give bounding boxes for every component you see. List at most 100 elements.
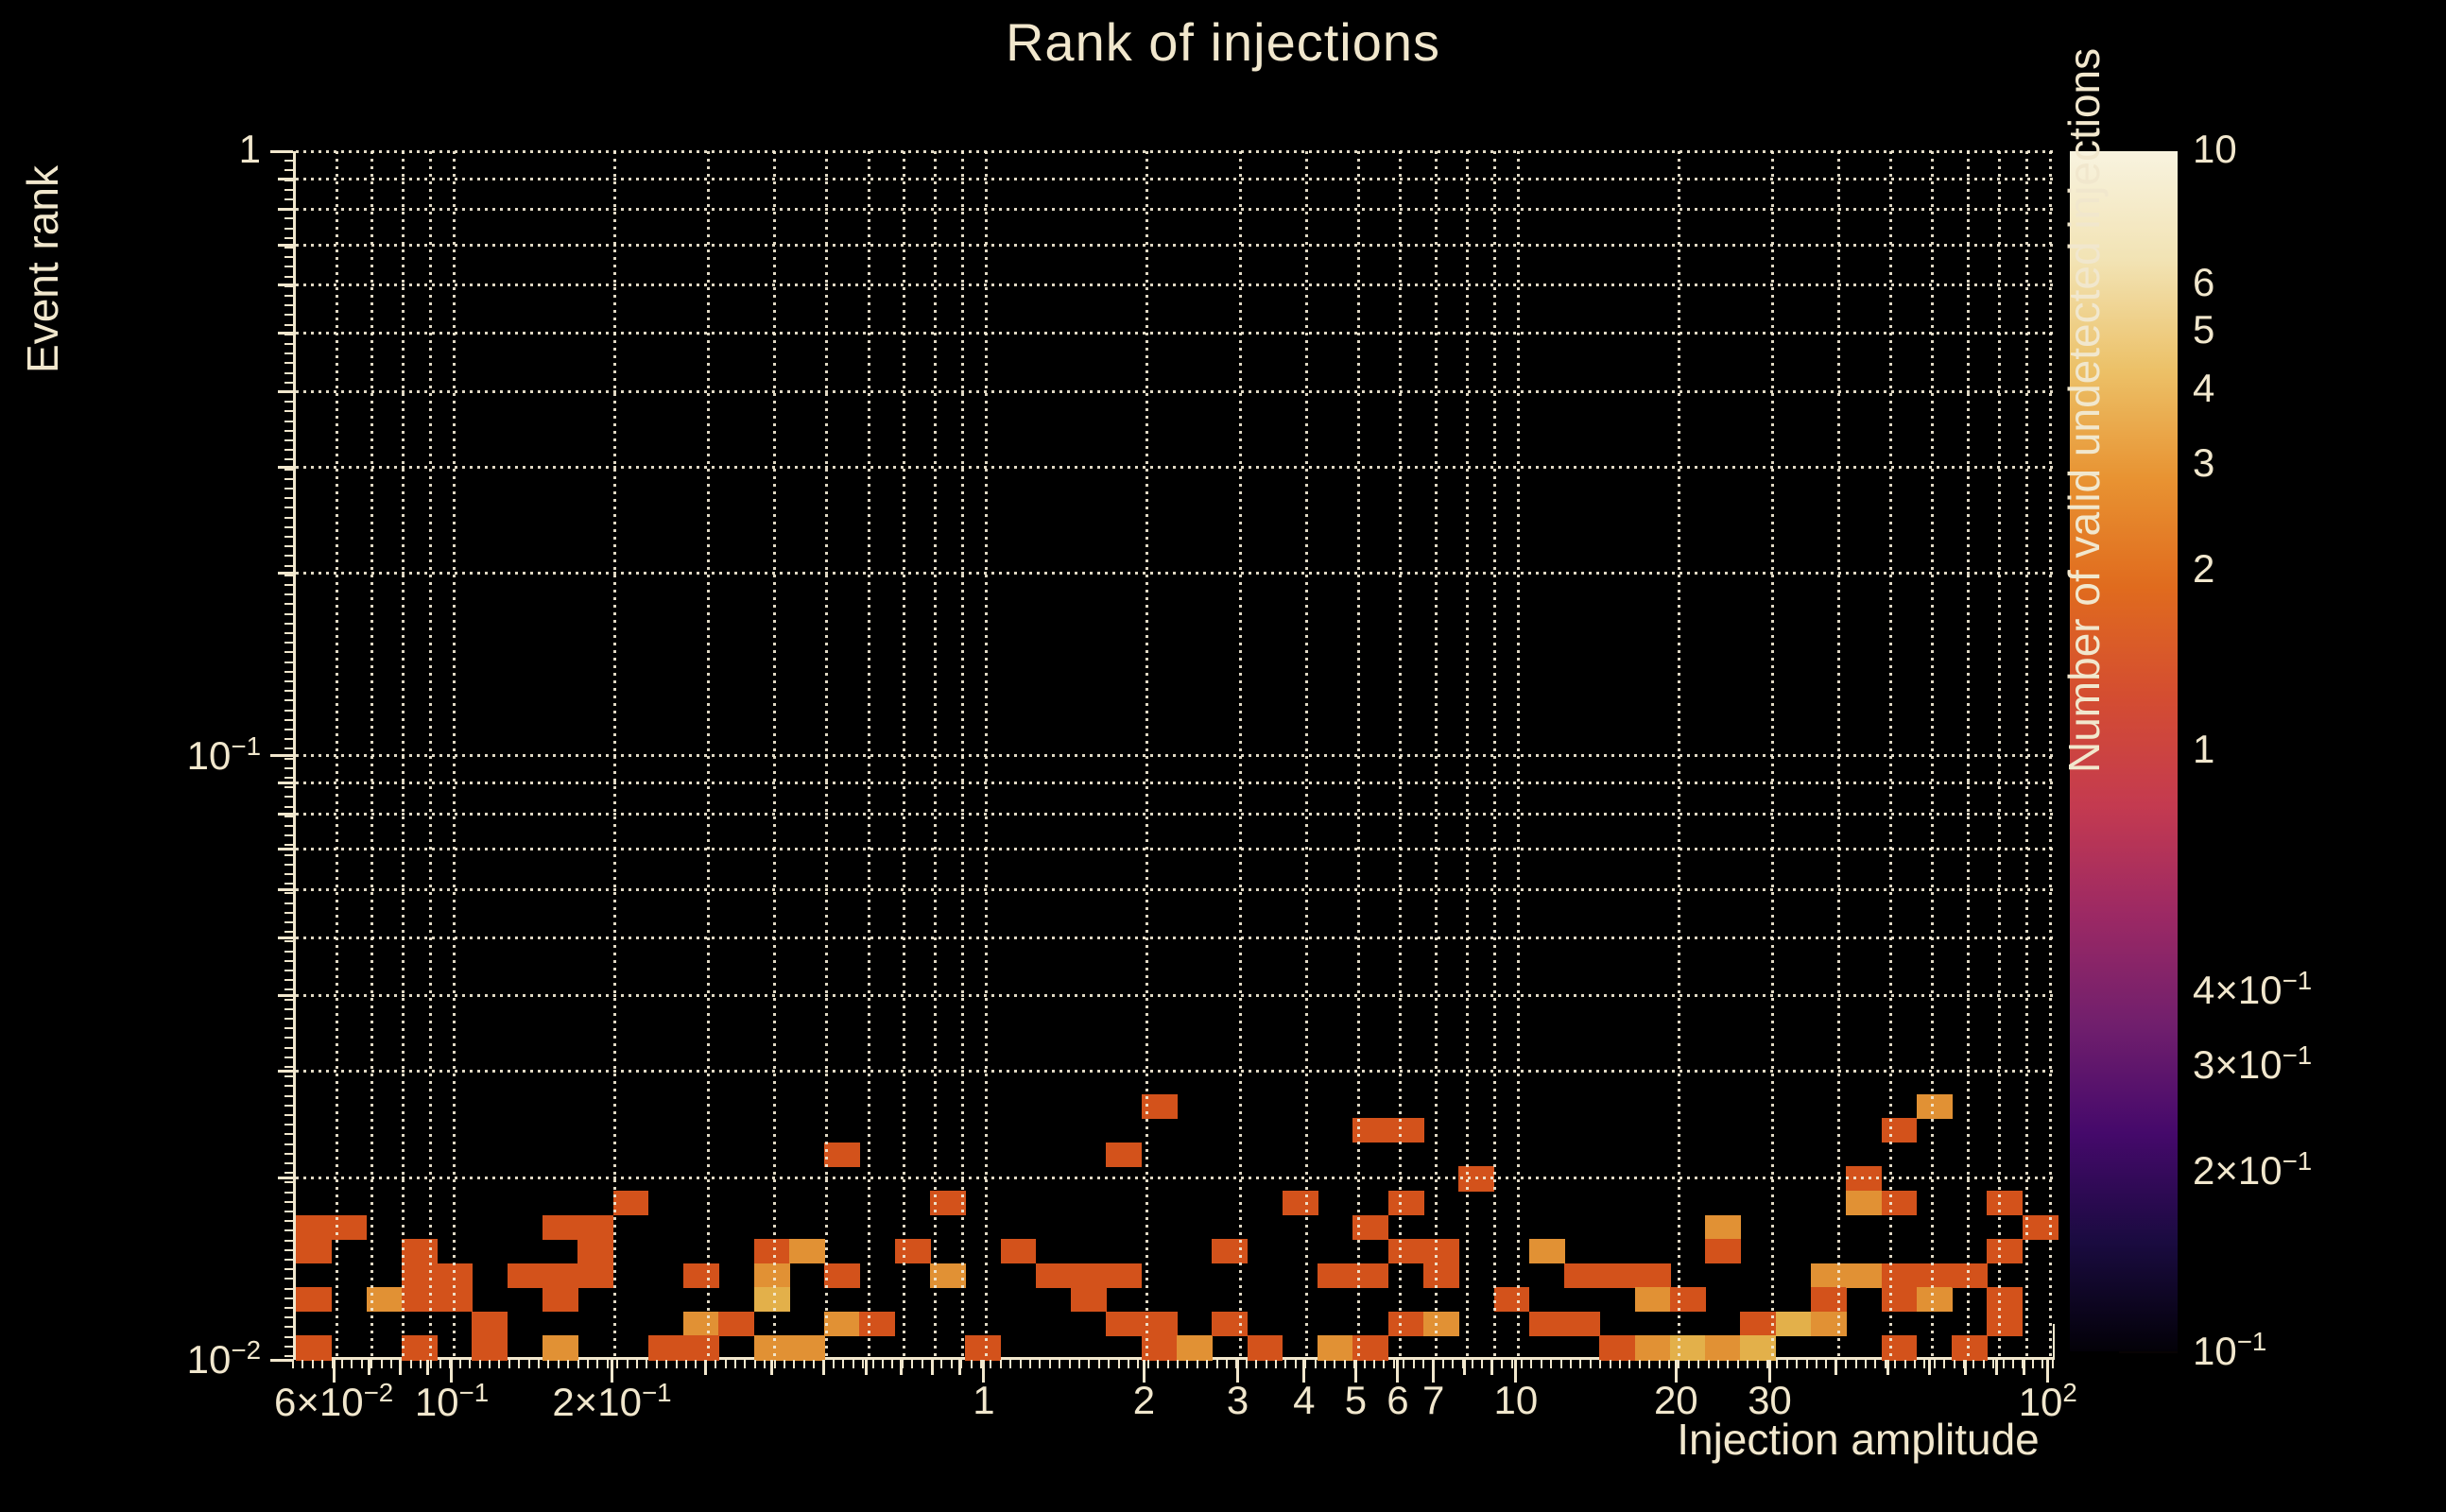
y-minor-tick xyxy=(284,622,293,625)
x-minor-tick xyxy=(2012,1360,2014,1368)
heatmap-cell xyxy=(753,1287,790,1313)
heatmap-cell xyxy=(1071,1263,1108,1288)
x-minor-tick xyxy=(1619,1360,1621,1368)
x-minor-tick xyxy=(1265,1360,1267,1368)
x-minor-tick xyxy=(1697,1360,1700,1368)
y-minor-tick xyxy=(284,1018,293,1020)
x-minor-tick xyxy=(1392,1360,1395,1368)
x-minor-tick xyxy=(527,1360,530,1368)
y-minor-tick xyxy=(284,632,293,634)
y-gridline xyxy=(296,994,2058,998)
x-minor-tick xyxy=(1845,1360,1848,1368)
x-minor-tick xyxy=(753,1360,756,1368)
y-minor-tick xyxy=(284,477,293,480)
x-minor-tick xyxy=(1648,1360,1651,1368)
y-minor-tick xyxy=(284,1268,293,1271)
heatmap-cell xyxy=(577,1239,614,1264)
heatmap-cell xyxy=(1634,1287,1671,1313)
x-minor-tick xyxy=(744,1360,747,1368)
y-gridline xyxy=(296,782,2058,785)
y-minor-tick xyxy=(284,892,293,895)
x-minor-tick xyxy=(321,1360,324,1368)
heatmap-cell xyxy=(1000,1239,1037,1264)
x-minor-tick xyxy=(1668,1360,1670,1368)
x-tick-label: 7 xyxy=(1421,1378,1445,1422)
x-minor-tick xyxy=(891,1360,894,1368)
x-minor-tick xyxy=(921,1360,923,1368)
x-minor-tick xyxy=(1186,1360,1189,1368)
y-minor-tick xyxy=(284,266,293,268)
x-minor-tick xyxy=(1903,1360,1906,1368)
heatmap-cell xyxy=(1987,1239,2024,1264)
y-minor-tick xyxy=(284,805,293,808)
heatmap-cell xyxy=(577,1214,614,1240)
x-tick-label: 6 xyxy=(1387,1378,1409,1422)
heatmap-cell xyxy=(1422,1239,1459,1264)
x-minor-tick xyxy=(1284,1360,1287,1368)
y-minor-tick xyxy=(284,1007,293,1010)
x-minor-tick xyxy=(2041,1360,2044,1368)
x-minor-tick xyxy=(1481,1360,1484,1368)
x-minor-tick xyxy=(734,1360,736,1368)
y-minor-tick xyxy=(284,343,293,345)
x-minor-tick xyxy=(429,1360,432,1368)
y-minor-tick xyxy=(284,1056,293,1058)
y-tick xyxy=(278,465,293,469)
heatmap-cell xyxy=(1740,1335,1777,1361)
x-minor-tick xyxy=(1570,1360,1572,1368)
heatmap-cell xyxy=(824,1263,861,1288)
x-minor-tick xyxy=(596,1360,599,1368)
y-gridline xyxy=(296,149,2058,153)
y-minor-tick xyxy=(284,1229,293,1232)
x-tick xyxy=(1490,1360,1493,1375)
x-minor-tick xyxy=(655,1360,658,1368)
y-minor-tick xyxy=(284,1037,293,1040)
x-minor-tick xyxy=(1334,1360,1336,1368)
heatmap-cell xyxy=(1811,1287,1847,1313)
y-minor-tick xyxy=(284,584,293,586)
x-minor-tick xyxy=(1707,1360,1710,1368)
x-major-tick xyxy=(1514,1360,1518,1383)
x-minor-tick xyxy=(1805,1360,1808,1368)
y-tick xyxy=(278,848,293,851)
colorbar-tick-label: 4×10−1 xyxy=(2193,965,2313,1012)
y-minor-tick xyxy=(284,1046,293,1049)
y-minor-tick xyxy=(284,1326,293,1329)
y-minor-tick xyxy=(284,1345,293,1348)
y-minor-tick xyxy=(284,429,293,432)
x-tick-label: 10−1 xyxy=(414,1378,490,1425)
heatmap-cell xyxy=(753,1335,790,1361)
y-minor-tick xyxy=(284,844,293,847)
heatmap-cell xyxy=(1387,1118,1424,1143)
x-minor-tick xyxy=(1776,1360,1779,1368)
y-minor-tick xyxy=(284,777,293,779)
x-tick-label: 10 xyxy=(1493,1378,1539,1422)
x-minor-tick xyxy=(1294,1360,1297,1368)
y-tick xyxy=(278,812,293,816)
x-minor-tick xyxy=(1245,1360,1248,1368)
x-major-tick xyxy=(450,1360,454,1383)
colorbar-tick-label: 3 xyxy=(2193,440,2215,486)
y-gridline xyxy=(296,887,2058,891)
heatmap-cell xyxy=(683,1311,719,1336)
x-major-tick xyxy=(1432,1360,1436,1383)
y-minor-tick xyxy=(284,1335,293,1338)
x-minor-tick xyxy=(1255,1360,1258,1368)
x-tick xyxy=(1886,1360,1889,1375)
x-minor-tick xyxy=(390,1360,392,1368)
heatmap-cell xyxy=(1705,1335,1742,1361)
y-minor-tick xyxy=(284,1181,293,1184)
y-gridline xyxy=(296,243,2058,247)
heatmap-cell xyxy=(1669,1335,1706,1361)
y-gridline xyxy=(296,332,2058,335)
x-tick xyxy=(864,1360,868,1375)
y-minor-tick xyxy=(284,651,293,654)
x-minor-tick xyxy=(970,1360,973,1368)
y-gridline xyxy=(296,284,2058,287)
y-minor-tick xyxy=(284,352,293,355)
x-tick-label: 30 xyxy=(1748,1378,1792,1422)
y-minor-tick xyxy=(284,1307,293,1309)
y-minor-tick xyxy=(284,661,293,663)
y-minor-tick xyxy=(284,217,293,220)
x-tick-label: 20 xyxy=(1653,1378,1698,1422)
